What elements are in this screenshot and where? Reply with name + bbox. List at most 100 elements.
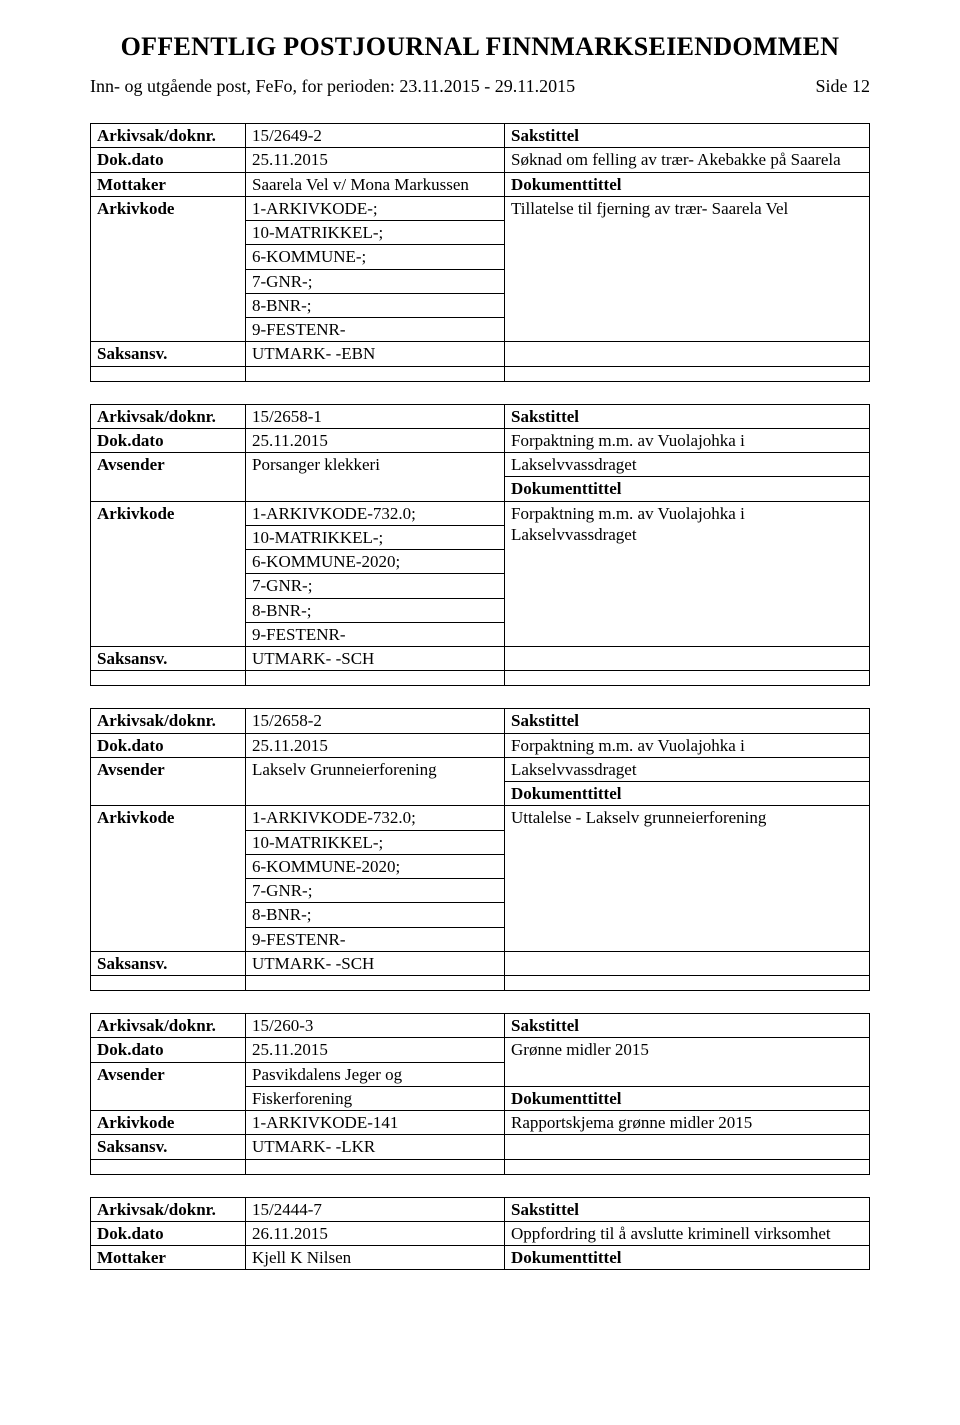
arkivkode-line: 1-ARKIVKODE-732.0; — [246, 501, 505, 525]
saksansv-label: Saksansv. — [91, 951, 246, 975]
journal-record: Arkivsak/doknr. 15/260-3 Sakstittel Dok.… — [90, 1013, 870, 1175]
saksansv-label: Saksansv. — [91, 647, 246, 671]
party-label: Mottaker — [91, 172, 246, 196]
party-value: Porsanger klekkeri — [246, 453, 505, 502]
journal-record: Arkivsak/doknr. 15/2658-2 Sakstittel Dok… — [90, 708, 870, 991]
party-label: Avsender — [91, 453, 246, 502]
party-label: Mottaker — [91, 1246, 246, 1270]
arkivsak-value: 15/260-3 — [246, 1014, 505, 1038]
arkivkode-line: 10-MATRIKKEL-; — [246, 525, 505, 549]
party-value-line: Fiskerforening — [246, 1086, 505, 1110]
journal-record: Arkivsak/doknr. 15/2649-2 Sakstittel Dok… — [90, 123, 870, 382]
party-label: Avsender — [91, 1062, 246, 1111]
sakstittel-text: Grønne midler 2015 — [505, 1038, 870, 1087]
party-value: Kjell K Nilsen — [246, 1246, 505, 1270]
record-table: Arkivsak/doknr. 15/2649-2 Sakstittel Dok… — [90, 123, 870, 382]
sakstittel-label: Sakstittel — [505, 1197, 870, 1221]
arkivkode-line: 10-MATRIKKEL-; — [246, 830, 505, 854]
arkivkode-line: 6-KOMMUNE-2020; — [246, 550, 505, 574]
arkivsak-value: 15/2444-7 — [246, 1197, 505, 1221]
dokdato-label: Dok.dato — [91, 148, 246, 172]
saksansv-value: UTMARK- -SCH — [246, 951, 505, 975]
arkivkode-line: 9-FESTENR- — [246, 318, 505, 342]
saksansv-value: UTMARK- -LKR — [246, 1135, 505, 1159]
dokdato-value: 25.11.2015 — [246, 148, 505, 172]
arkivsak-label: Arkivsak/doknr. — [91, 709, 246, 733]
saksansv-label: Saksansv. — [91, 342, 246, 366]
arkivkode-label: Arkivkode — [91, 806, 246, 952]
empty-cell — [505, 1135, 870, 1159]
arkivkode-line: 7-GNR-; — [246, 879, 505, 903]
arkivsak-label: Arkivsak/doknr. — [91, 1197, 246, 1221]
dokumenttittel-text: Rapportskjema grønne midler 2015 — [505, 1111, 870, 1135]
arkivsak-value: 15/2658-2 — [246, 709, 505, 733]
sakstittel-text-2: Lakselvvassdraget — [505, 453, 870, 477]
party-label: Avsender — [91, 757, 246, 806]
sakstittel-label: Sakstittel — [505, 404, 870, 428]
dokdato-value: 26.11.2015 — [246, 1221, 505, 1245]
dokumenttittel-label: Dokumenttittel — [505, 782, 870, 806]
arkivkode-line: 7-GNR-; — [246, 574, 505, 598]
sakstittel-label: Sakstittel — [505, 709, 870, 733]
arkivkode-line: 8-BNR-; — [246, 903, 505, 927]
arkivkode-line: 8-BNR-; — [246, 598, 505, 622]
arkivkode-line: 9-FESTENR- — [246, 622, 505, 646]
party-value-line: Pasvikdalens Jeger og — [246, 1062, 505, 1086]
empty-cell — [505, 951, 870, 975]
document-page: OFFENTLIG POSTJOURNAL FINNMARKSEIENDOMME… — [0, 0, 960, 1332]
dokumenttittel-label: Dokumenttittel — [505, 1246, 870, 1270]
subtitle: Inn- og utgående post, FeFo, for periode… — [90, 76, 575, 97]
sakstittel-label: Sakstittel — [505, 1014, 870, 1038]
dokdato-label: Dok.dato — [91, 1221, 246, 1245]
dokdato-label: Dok.dato — [91, 428, 246, 452]
arkivsak-value: 15/2658-1 — [246, 404, 505, 428]
arkivsak-label: Arkivsak/doknr. — [91, 124, 246, 148]
arkivkode-label: Arkivkode — [91, 196, 246, 342]
record-table: Arkivsak/doknr. 15/2658-1 Sakstittel Dok… — [90, 404, 870, 687]
sakstittel-text: Søknad om felling av trær- Akebakke på S… — [505, 148, 870, 172]
dokdato-label: Dok.dato — [91, 1038, 246, 1062]
party-value: Saarela Vel v/ Mona Markussen — [246, 172, 505, 196]
arkivkode-line: 1-ARKIVKODE-; — [246, 196, 505, 220]
sakstittel-text: Oppfordring til å avslutte kriminell vir… — [505, 1221, 870, 1245]
sakstittel-text: Forpaktning m.m. av Vuolajohka i — [505, 733, 870, 757]
sakstittel-text: Forpaktning m.m. av Vuolajohka i — [505, 428, 870, 452]
party-value: Lakselv Grunneierforening — [246, 757, 505, 806]
empty-cell — [505, 647, 870, 671]
dokdato-value: 25.11.2015 — [246, 1038, 505, 1062]
arkivkode-line: 1-ARKIVKODE-732.0; — [246, 806, 505, 830]
arkivkode-line: 7-GNR-; — [246, 269, 505, 293]
arkivkode-line: 9-FESTENR- — [246, 927, 505, 951]
dokumenttittel-text: Forpaktning m.m. av Vuolajohka i Lakselv… — [505, 501, 870, 647]
arkivkode-label: Arkivkode — [91, 501, 246, 647]
record-table: Arkivsak/doknr. 15/2658-2 Sakstittel Dok… — [90, 708, 870, 991]
arkivkode-label: Arkivkode — [91, 1111, 246, 1135]
arkivkode-line: 6-KOMMUNE-2020; — [246, 854, 505, 878]
dokumenttittel-label: Dokumenttittel — [505, 1086, 870, 1110]
dokumenttittel-label: Dokumenttittel — [505, 172, 870, 196]
arkivkode-line: 1-ARKIVKODE-141 — [246, 1111, 505, 1135]
record-table: Arkivsak/doknr. 15/260-3 Sakstittel Dok.… — [90, 1013, 870, 1175]
journal-record: Arkivsak/doknr. 15/2658-1 Sakstittel Dok… — [90, 404, 870, 687]
dokdato-value: 25.11.2015 — [246, 733, 505, 757]
arkivkode-line: 10-MATRIKKEL-; — [246, 221, 505, 245]
page-title: OFFENTLIG POSTJOURNAL FINNMARKSEIENDOMME… — [90, 32, 870, 62]
empty-cell — [505, 342, 870, 366]
saksansv-value: UTMARK- -SCH — [246, 647, 505, 671]
dokumenttittel-text: Uttalelse - Lakselv grunneierforening — [505, 806, 870, 952]
dokumenttittel-text: Tillatelse til fjerning av trær- Saarela… — [505, 196, 870, 342]
saksansv-value: UTMARK- -EBN — [246, 342, 505, 366]
sakstittel-text-2: Lakselvvassdraget — [505, 757, 870, 781]
arkivsak-label: Arkivsak/doknr. — [91, 404, 246, 428]
record-table: Arkivsak/doknr. 15/2444-7 Sakstittel Dok… — [90, 1197, 870, 1271]
dokumenttittel-label: Dokumenttittel — [505, 477, 870, 501]
sakstittel-label: Sakstittel — [505, 124, 870, 148]
header-row: Inn- og utgående post, FeFo, for periode… — [90, 76, 870, 97]
journal-record: Arkivsak/doknr. 15/2444-7 Sakstittel Dok… — [90, 1197, 870, 1271]
dokdato-value: 25.11.2015 — [246, 428, 505, 452]
saksansv-label: Saksansv. — [91, 1135, 246, 1159]
arkivsak-label: Arkivsak/doknr. — [91, 1014, 246, 1038]
arkivkode-line: 6-KOMMUNE-; — [246, 245, 505, 269]
arkivsak-value: 15/2649-2 — [246, 124, 505, 148]
page-number: Side 12 — [815, 76, 870, 97]
